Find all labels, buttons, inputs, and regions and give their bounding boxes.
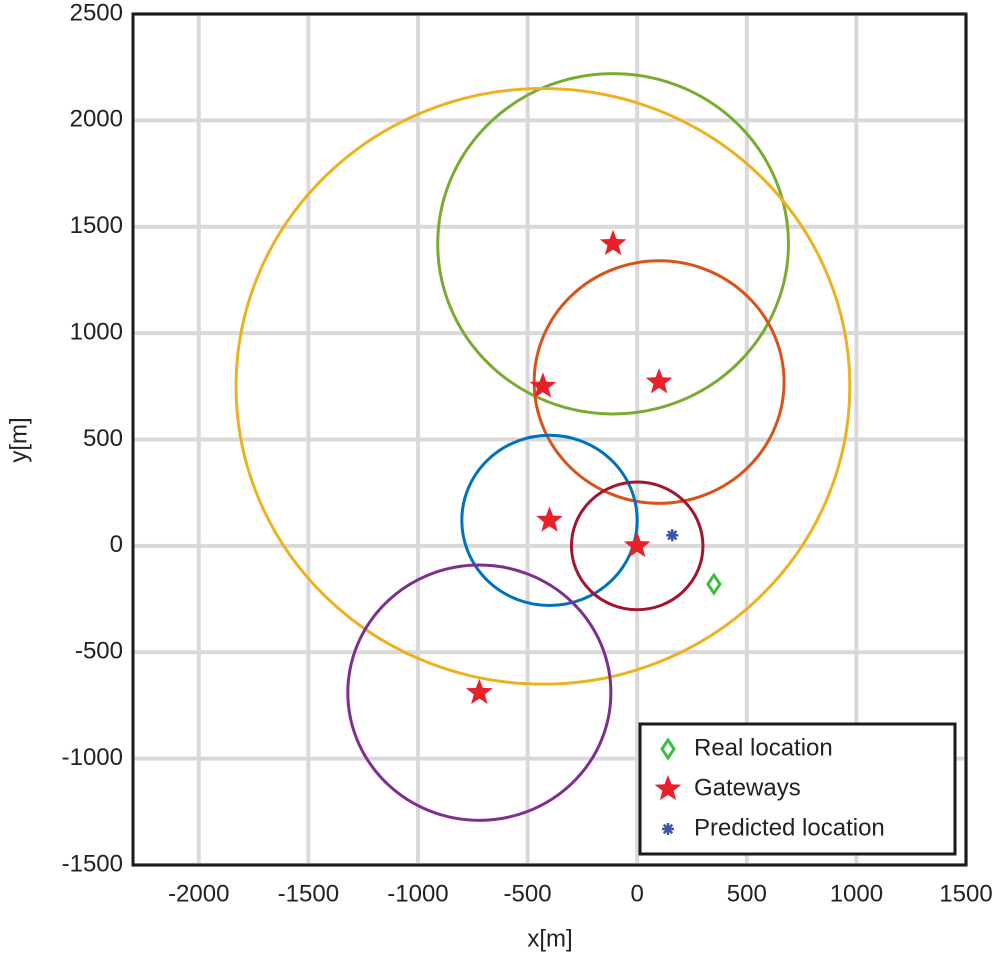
range-circle [460,433,639,607]
legend-label: Predicted location [694,814,885,841]
gateway-marker [599,229,627,256]
x-tick-label: 1000 [830,880,883,907]
y-tick-label: 2500 [70,0,123,26]
plot-frame [131,12,968,867]
x-tick-label: 500 [727,880,767,907]
gateway-marker [529,372,557,398]
y-tick-label: 0 [110,531,123,558]
legend-label: Real location [694,734,833,761]
y-tick-label: -1000 [62,744,123,771]
range-circle [436,72,790,416]
x-tick-label: -1000 [387,880,448,907]
legend-label: Gateways [694,774,801,801]
x-axis-label: x[m] [527,925,572,952]
real-location-marker [660,737,676,761]
x-tick-label: 1500 [939,880,992,907]
y-tick-label: 1000 [70,318,123,345]
gateway-marker [623,531,651,558]
y-tick-label: 2000 [70,106,123,133]
x-tick-label: -500 [504,880,552,907]
gateway-marker [645,368,673,394]
y-tick-label: -1500 [62,850,123,877]
y-tick-label: 500 [83,425,123,452]
legend: Real location Gateways Predicted location [638,722,957,856]
range-circle [346,563,613,822]
gateway-marker [536,506,563,532]
y-axis-label: y[m] [5,417,32,462]
gateway-marker [654,775,682,801]
gateway-marker [466,678,493,704]
x-tick-label: -1500 [278,880,339,907]
asterisk-stroke [662,823,674,835]
predicted-location-marker [662,823,674,835]
legend-box [638,722,957,856]
range-circle [569,480,705,612]
real-location-marker [706,572,722,596]
predicted-location-marker [666,529,679,542]
range-circle [234,86,852,686]
asterisk-stroke [667,530,678,541]
x-tick-label: 0 [631,880,644,907]
y-tick-label: -500 [75,638,123,665]
x-tick-label: -2000 [168,880,229,907]
y-tick-label: 1500 [70,212,123,239]
